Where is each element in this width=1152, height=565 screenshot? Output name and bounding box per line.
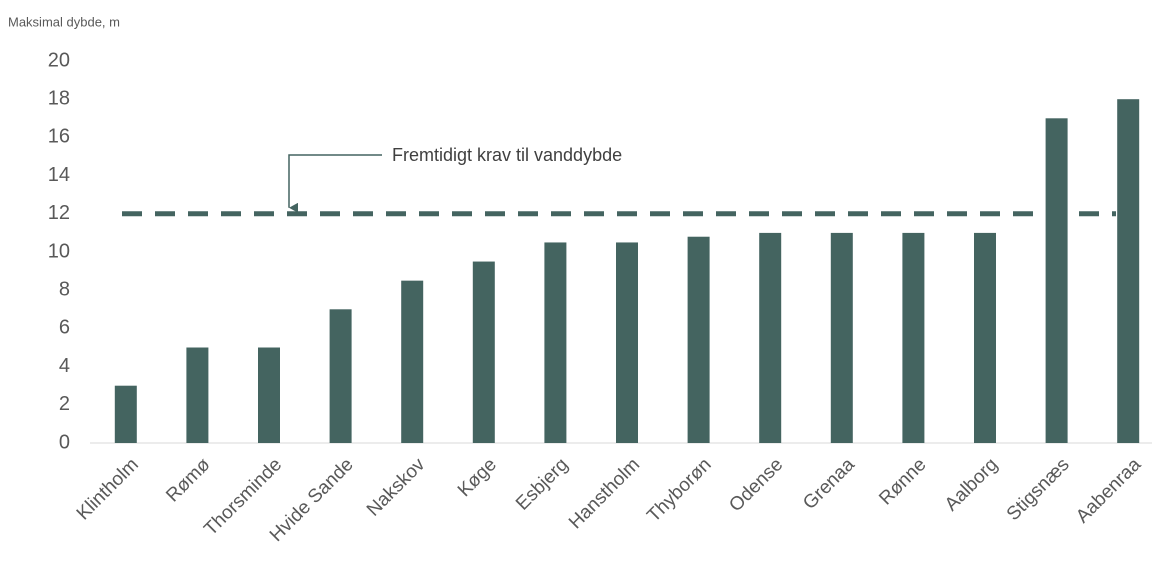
bar bbox=[759, 232, 782, 443]
x-tick-label: Aalborg bbox=[941, 454, 1002, 515]
annotation: Fremtidigt krav til vanddybde bbox=[392, 145, 622, 165]
bar bbox=[186, 347, 209, 443]
bar bbox=[401, 280, 424, 443]
bar bbox=[902, 232, 925, 443]
y-tick-label: 12 bbox=[48, 202, 70, 224]
y-axis-label: Maksimal dybde, m bbox=[8, 14, 120, 29]
x-tick-label: Køge bbox=[454, 454, 501, 501]
x-tick-label: Grenaa bbox=[799, 454, 859, 514]
y-tick-label: 14 bbox=[48, 164, 70, 186]
y-tick-label: 16 bbox=[48, 126, 70, 148]
x-tick-label: Rønne bbox=[875, 454, 930, 509]
bar bbox=[258, 347, 280, 443]
y-tick-label: 20 bbox=[48, 49, 70, 71]
annotation-arrow bbox=[288, 154, 382, 213]
y-tick-label: 0 bbox=[59, 431, 70, 453]
x-tick-label: Esbjerg bbox=[512, 454, 572, 514]
x-tick-label: Nakskov bbox=[363, 454, 430, 521]
y-tick-label: 2 bbox=[59, 393, 70, 415]
x-tick-label: Stigsnæs bbox=[1003, 454, 1074, 525]
y-tick-label: 8 bbox=[59, 278, 70, 300]
bar bbox=[687, 236, 710, 443]
x-tick-label: Odense bbox=[725, 454, 787, 516]
bar bbox=[616, 242, 638, 443]
bar bbox=[830, 232, 853, 443]
x-tick-label: Aabenraa bbox=[1072, 454, 1145, 527]
bar bbox=[1045, 118, 1068, 444]
bar bbox=[329, 309, 352, 443]
bar bbox=[974, 232, 996, 443]
bar bbox=[544, 242, 567, 443]
bar bbox=[472, 261, 495, 443]
y-tick-label: 6 bbox=[59, 317, 70, 339]
bar bbox=[1117, 99, 1140, 443]
y-tick-label: 10 bbox=[48, 240, 70, 262]
x-tick-label: Klintholm bbox=[73, 454, 143, 524]
x-tick-label: Thyborøn bbox=[643, 454, 715, 526]
x-tick-label: Rømø bbox=[162, 454, 214, 506]
bar bbox=[114, 385, 137, 443]
x-tick-label: Hanstholm bbox=[565, 454, 644, 533]
y-tick-label: 4 bbox=[59, 355, 70, 377]
y-tick-label: 18 bbox=[48, 87, 70, 109]
